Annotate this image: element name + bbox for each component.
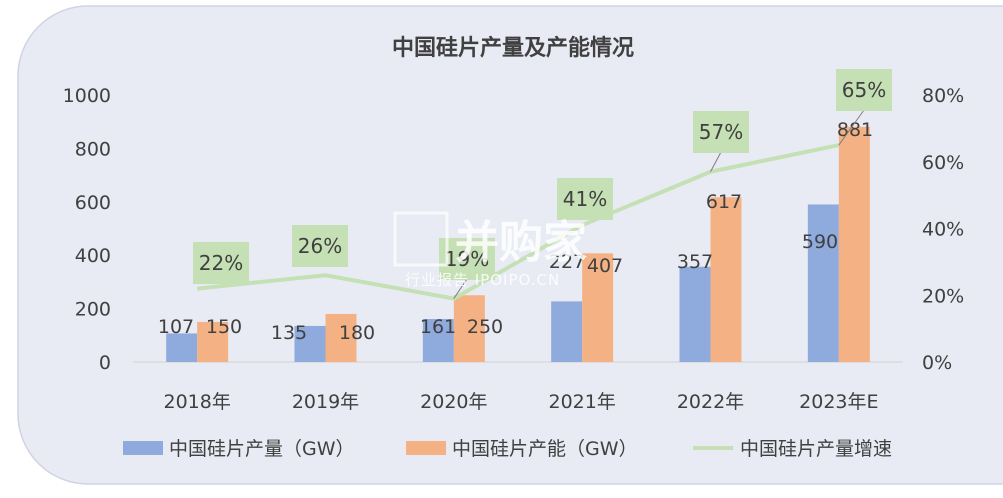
bar-label-capacity: 150 <box>206 316 242 338</box>
growth-line <box>196 143 840 301</box>
bar-label-production: 357 <box>677 251 713 273</box>
growth-label-text: 41% <box>563 187 607 211</box>
bar-capacity <box>453 295 485 362</box>
bar-capacity <box>197 321 229 362</box>
watermark-sub: 行业报告 IPOIPO.CN <box>405 271 560 289</box>
growth-label-box <box>693 111 749 153</box>
growth-label: 65% <box>836 69 892 146</box>
growth-label-text: 26% <box>298 234 342 258</box>
growth-label-box <box>836 69 892 111</box>
growth-label: 22% <box>193 242 249 284</box>
growth-label-box <box>193 242 249 284</box>
left-tick-label: 600 <box>75 192 111 214</box>
growth-line-group <box>196 143 840 301</box>
left-tick-label: 200 <box>75 299 111 321</box>
bar-label-production: 590 <box>802 231 838 253</box>
watermark: 并购家 行业报告 IPOIPO.CN <box>393 211 587 289</box>
left-tick-label: 400 <box>75 245 111 267</box>
x-axis: 2018年 2019年 2020年 2021年 2022年 2023年E <box>163 391 878 413</box>
x-tick-label: 2020年 <box>420 391 487 413</box>
right-tick-label: 20% <box>922 285 964 307</box>
legend-swatch-capacity <box>406 441 446 455</box>
right-axis: 0% 20% 40% 60% 80% <box>922 85 964 374</box>
growth-label-leader <box>838 109 865 146</box>
bar-label-capacity: 407 <box>587 255 623 277</box>
legend-label-production: 中国硅片产量（GW） <box>169 438 355 460</box>
bar-label-production: 135 <box>271 322 307 344</box>
bars-group <box>166 126 870 362</box>
legend-label-capacity: 中国硅片产能（GW） <box>452 438 638 460</box>
x-tick-label: 2019年 <box>292 391 359 413</box>
growth-label-text: 22% <box>199 251 243 275</box>
right-tick-label: 60% <box>922 152 964 174</box>
bar-capacity <box>710 197 742 362</box>
bar-capacity <box>325 313 357 362</box>
bar-capacity <box>582 253 614 362</box>
bar-label-production: 161 <box>420 316 456 338</box>
x-tick-label: 2023年E <box>799 391 878 413</box>
growth-label: 26% <box>292 225 348 267</box>
x-tick-label: 2022年 <box>677 391 744 413</box>
right-tick-label: 40% <box>922 219 964 241</box>
right-tick-label: 80% <box>922 85 964 107</box>
left-tick-label: 800 <box>75 138 111 160</box>
growth-labels-group: 22% 26% 19% 41% 57% 65% <box>193 69 892 299</box>
bar-production <box>294 325 326 362</box>
bar-label-capacity: 250 <box>467 316 503 338</box>
bar-production <box>422 319 454 362</box>
watermark-main: 并购家 <box>455 217 587 268</box>
bar-production <box>551 301 583 362</box>
chart-title: 中国硅片产量及产能情况 <box>392 35 634 61</box>
bar-label-capacity: 180 <box>339 322 375 344</box>
legend-label-growth: 中国硅片产量增速 <box>740 438 892 460</box>
bar-label-production: 227 <box>549 251 585 273</box>
growth-label-text: 65% <box>842 78 886 102</box>
watermark-logo <box>393 211 449 267</box>
left-tick-label: 0 <box>99 352 111 374</box>
chart-background <box>17 5 1003 485</box>
left-axis: 0 200 400 600 800 1000 <box>63 85 111 374</box>
x-tick-label: 2021年 <box>548 391 615 413</box>
bar-capacity <box>838 126 870 362</box>
growth-label-box <box>292 225 348 267</box>
bar-label-capacity: 617 <box>706 191 742 213</box>
legend-swatch-production <box>123 441 163 455</box>
bar-label-production: 107 <box>158 316 194 338</box>
bar-production <box>166 333 198 362</box>
growth-label-leader <box>453 278 468 299</box>
growth-label: 57% <box>693 111 749 172</box>
x-tick-label: 2018年 <box>163 391 230 413</box>
bar-production <box>679 266 711 362</box>
growth-label-leader <box>710 151 722 172</box>
growth-label: 41% <box>557 178 613 220</box>
left-tick-label: 1000 <box>63 85 111 107</box>
growth-label-text: 57% <box>699 120 743 144</box>
growth-label-text: 19% <box>445 247 489 271</box>
bar-production <box>807 204 839 362</box>
right-tick-label: 0% <box>922 352 952 374</box>
legend: 中国硅片产量（GW） 中国硅片产能（GW） 中国硅片产量增速 <box>123 438 892 460</box>
growth-label-box <box>557 178 613 220</box>
